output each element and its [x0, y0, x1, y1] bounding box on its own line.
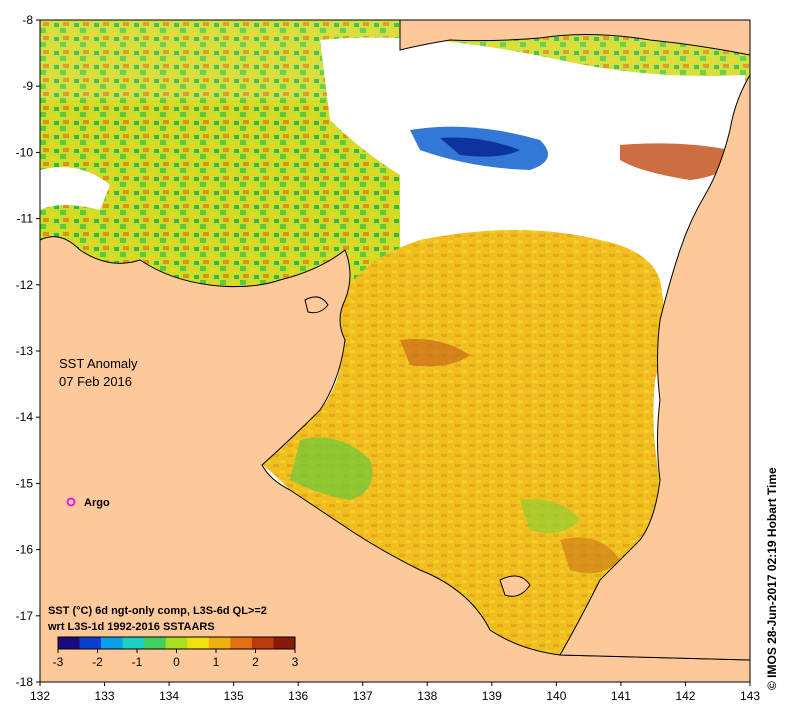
x-tick-label: 140	[546, 689, 566, 703]
colorbar-segment	[273, 637, 296, 649]
colorbar-segment	[187, 637, 210, 649]
colorbar-segment	[165, 637, 188, 649]
legend-line-1: SST (°C) 6d ngt-only comp, L3S-6d QL>=2	[48, 605, 267, 617]
x-tick-label: 132	[30, 689, 50, 703]
y-tick-label: -8	[22, 13, 33, 27]
colorbar-segment	[251, 637, 274, 649]
colorbar-tick-label: 2	[252, 655, 259, 669]
map-date: 07 Feb 2016	[59, 374, 132, 389]
x-tick-label: 139	[482, 689, 502, 703]
x-tick-label: 138	[417, 689, 437, 703]
colorbar-segment	[101, 637, 124, 649]
colorbar-tick-label: 1	[213, 655, 220, 669]
colorbar-segment	[58, 637, 81, 649]
x-tick-label: 143	[740, 689, 760, 703]
legend-line-2: wrt L3S-1d 1992-2016 SSTAARS	[47, 621, 215, 633]
y-tick-label: -11	[17, 212, 34, 226]
island-west	[304, 296, 329, 314]
colorbar: -3 -2 -1 0 1 2 3	[53, 636, 299, 669]
gulf-warm-patch-se	[560, 537, 620, 574]
land-new-guinea	[399, 20, 750, 56]
island-south-gulf	[499, 575, 531, 597]
gulf-warm-patch	[400, 339, 470, 367]
map-title: SST Anomaly	[59, 356, 138, 371]
x-tick-label: 136	[288, 689, 308, 703]
colorbar-tick-label: -3	[53, 655, 64, 669]
gulf-cool-patch-south	[520, 499, 580, 534]
land-northern-territory	[40, 236, 750, 682]
y-tick-label: -9	[22, 79, 33, 93]
x-tick-label: 137	[353, 689, 373, 703]
y-axis: -8 -9 -10 -11 -12 -13 -14 -15 -16 -17 -18	[16, 13, 40, 689]
y-tick-label: -10	[16, 145, 34, 159]
y-tick-label: -12	[16, 278, 34, 292]
argo-icon	[66, 497, 76, 507]
cloud-gap-west	[40, 167, 110, 210]
x-tick-label: 135	[224, 689, 244, 703]
y-tick-label: -17	[16, 609, 34, 623]
colorbar-tick-label: -2	[92, 655, 103, 669]
x-tick-label: 141	[611, 689, 631, 703]
argo-marker: Argo	[66, 497, 110, 509]
colorbar-tick-label: 3	[292, 655, 299, 669]
colorbar-tick-label: 0	[173, 655, 180, 669]
cold-anomaly-core	[440, 137, 520, 157]
land-cape-york	[559, 74, 750, 661]
y-tick-label: -15	[16, 476, 34, 490]
colorbar-segment	[208, 637, 231, 649]
argo-label: Argo	[84, 497, 110, 509]
x-tick-label: 134	[159, 689, 179, 703]
colorbar-segment	[230, 637, 253, 649]
warm-anomaly-patch-ne	[620, 143, 731, 180]
y-tick-label: -13	[16, 344, 34, 358]
colorbar-segment	[144, 637, 167, 649]
y-tick-label: -18	[16, 675, 34, 689]
colorbar-tick-label: -1	[132, 655, 143, 669]
x-tick-label: 142	[675, 689, 695, 703]
y-tick-label: -16	[16, 543, 34, 557]
y-tick-label: -14	[16, 410, 34, 424]
gulf-cool-patch-west	[290, 437, 373, 500]
credit-label: © IMOS 28-Jun-2017 02:19 Hobart Time	[765, 467, 779, 690]
colorbar-segment	[122, 637, 145, 649]
colorbar-segment	[79, 637, 102, 649]
x-tick-label: 133	[95, 689, 115, 703]
x-axis: 132 133 134 135 136 137 138 139 140 141 142 143	[30, 682, 760, 703]
